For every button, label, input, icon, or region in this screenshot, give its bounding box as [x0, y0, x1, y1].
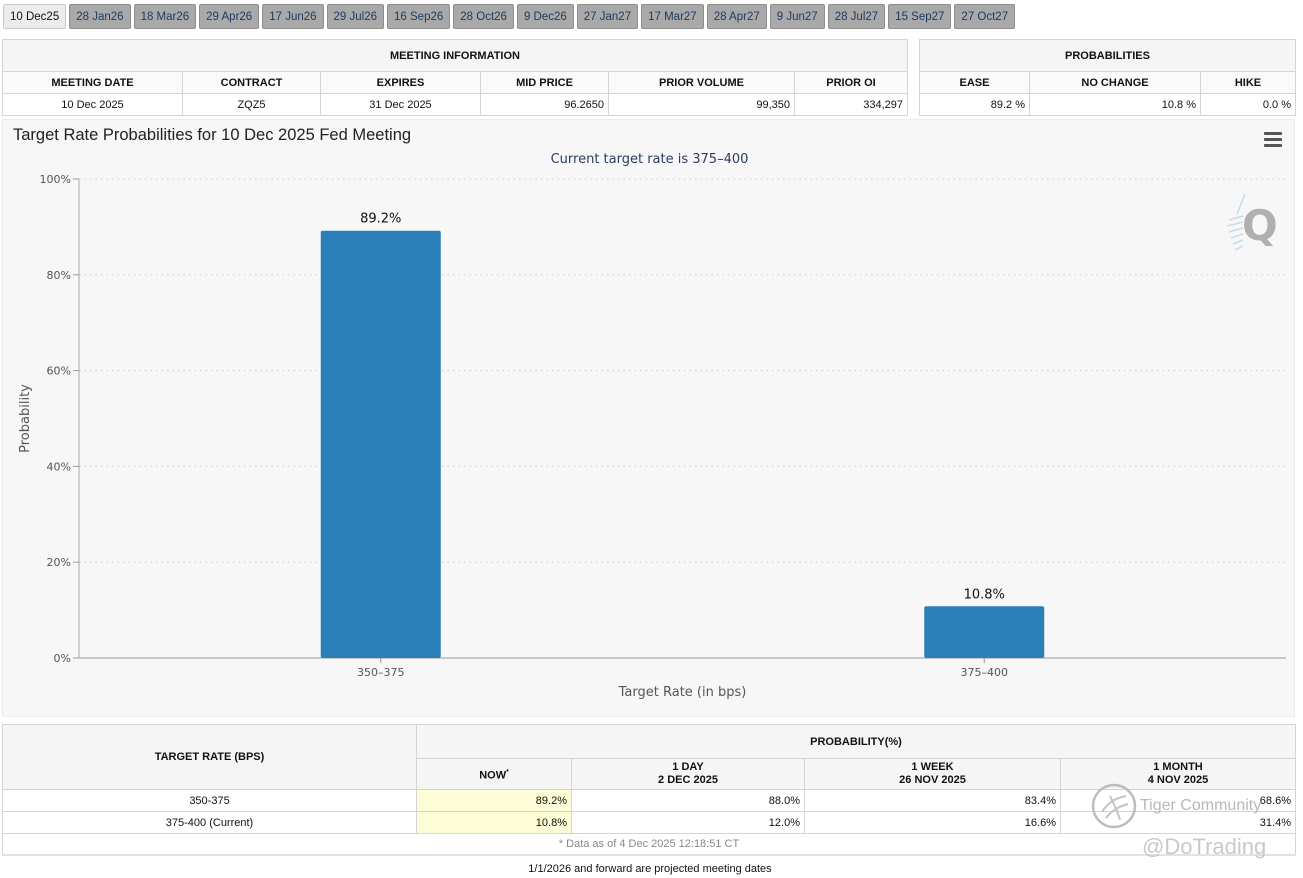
x-axis-title: Target Rate (in bps): [618, 685, 747, 700]
week-cell: 83.4%: [804, 789, 1061, 812]
now-cell: 89.2%: [416, 789, 572, 812]
y-tick-label: 60%: [47, 365, 71, 378]
header-probability: PROBABILITY(%): [416, 724, 1296, 759]
hamburger-menu-icon[interactable]: [1264, 132, 1282, 147]
meeting-information-table: MEETING INFORMATION MEETING DATE CONTRAC…: [2, 39, 908, 116]
chart-panel: 0% 20% 40% 60% 80% 100% 89.2% 350–375 10.8% 375–4…: [2, 119, 1295, 717]
month-cell: 68.6%: [1060, 789, 1296, 812]
tab-9-dec26[interactable]: 9 Dec26: [516, 4, 574, 29]
prior-oi-value: 334,297: [794, 93, 908, 116]
ease-value: 89.2 %: [919, 93, 1030, 116]
target-rate-cell: 375-400 (Current): [2, 811, 417, 834]
tab-28-jul27[interactable]: 28 Jul27: [827, 4, 886, 29]
expires-value: 31 Dec 2025: [320, 93, 481, 116]
tab-29-apr26[interactable]: 29 Apr26: [199, 4, 260, 29]
data-timestamp-footnote: * Data as of 4 Dec 2025 12:18:51 CT: [2, 833, 1296, 856]
tab-18-mar26[interactable]: 18 Mar26: [133, 4, 197, 29]
table-row: 350-375 89.2% 88.0% 83.4% 68.6%: [2, 789, 1296, 812]
chart-title: Target Rate Probabilities for 10 Dec 202…: [13, 126, 412, 144]
bar-375-400: [924, 606, 1045, 658]
month-cell: 31.4%: [1060, 811, 1296, 834]
header-1-day: 1 DAY 2 DEC 2025: [571, 758, 805, 790]
header-1-week: 1 WEEK 26 NOV 2025: [804, 758, 1061, 790]
prior-volume-value: 99,350: [608, 93, 795, 116]
bar-chart: 0% 20% 40% 60% 80% 100% 89.2% 350–375 10.8% 375–4…: [18, 173, 1286, 700]
y-tick-label: 40%: [47, 460, 71, 473]
header-meeting-date: MEETING DATE: [2, 71, 183, 94]
tab-27-oct27[interactable]: 27 Oct27: [954, 4, 1016, 29]
week-cell: 16.6%: [804, 811, 1061, 834]
x-tick-label: 375–400: [961, 666, 1009, 679]
chart-subtitle: Current target rate is 375–400: [550, 152, 749, 167]
header-no-change: NO CHANGE: [1029, 71, 1201, 94]
no-change-value: 10.8 %: [1029, 93, 1201, 116]
target-rate-probability-table: TARGET RATE (BPS) PROBABILITY(%) NOW* 1 …: [2, 724, 1296, 856]
probabilities-title: PROBABILITIES: [919, 39, 1296, 72]
header-now: NOW*: [416, 758, 572, 790]
data-label: 89.2%: [360, 212, 401, 227]
tab-29-jul26[interactable]: 29 Jul26: [326, 4, 385, 29]
hike-value: 0.0 %: [1200, 93, 1296, 116]
target-rate-cell: 350-375: [2, 789, 417, 812]
header-target-rate: TARGET RATE (BPS): [2, 724, 417, 790]
mid-price-value: 96.2650: [480, 93, 609, 116]
cme-q-logo-icon: Q: [1226, 193, 1278, 251]
header-prior-oi: PRIOR OI: [794, 71, 908, 94]
header-ease: EASE: [919, 71, 1030, 94]
header-expires: EXPIRES: [320, 71, 481, 94]
y-tick-label: 80%: [47, 269, 71, 282]
svg-text:Q: Q: [1242, 201, 1278, 250]
day-cell: 88.0%: [571, 789, 805, 812]
day-cell: 12.0%: [571, 811, 805, 834]
tab-17-jun26[interactable]: 17 Jun26: [262, 4, 324, 29]
contract-value: ZQZ5: [182, 93, 321, 116]
tab-28-jan26[interactable]: 28 Jan26: [69, 4, 131, 29]
probabilities-table: PROBABILITIES EASE NO CHANGE HIKE 89.2 %…: [919, 39, 1296, 116]
header-contract: CONTRACT: [182, 71, 321, 94]
meeting-tabs: 10 Dec25 28 Jan26 18 Mar26 29 Apr26 17 J…: [3, 4, 1016, 29]
tab-28-oct26[interactable]: 28 Oct26: [453, 4, 514, 29]
y-tick-label: 20%: [47, 556, 71, 569]
header-1-month: 1 MONTH 4 NOV 2025: [1060, 758, 1296, 790]
tab-9-jun27[interactable]: 9 Jun27: [769, 4, 825, 29]
header-hike: HIKE: [1200, 71, 1296, 94]
tab-15-sep27[interactable]: 15 Sep27: [888, 4, 952, 29]
tab-17-mar27[interactable]: 17 Mar27: [641, 4, 704, 29]
data-label: 10.8%: [964, 587, 1005, 602]
table-row: 375-400 (Current) 10.8% 12.0% 16.6% 31.4…: [2, 811, 1296, 834]
now-cell: 10.8%: [416, 811, 572, 834]
x-tick-label: 350–375: [357, 666, 405, 679]
tab-10-dec25[interactable]: 10 Dec25: [3, 4, 67, 29]
header-prior-volume: PRIOR VOLUME: [608, 71, 795, 94]
y-tick-label: 0%: [54, 652, 71, 665]
bar-350-375: [320, 230, 441, 658]
tab-28-apr27[interactable]: 28 Apr27: [706, 4, 767, 29]
meeting-information-title: MEETING INFORMATION: [2, 39, 908, 72]
y-axis-title: Probability: [18, 384, 33, 453]
meeting-date-value: 10 Dec 2025: [2, 93, 183, 116]
projected-dates-note: 1/1/2026 and forward are projected meeti…: [528, 863, 772, 875]
tab-27-jan27[interactable]: 27 Jan27: [576, 4, 639, 29]
header-mid-price: MID PRICE: [480, 71, 609, 94]
y-tick-label: 100%: [40, 173, 71, 186]
tab-16-sep26[interactable]: 16 Sep26: [387, 4, 451, 29]
